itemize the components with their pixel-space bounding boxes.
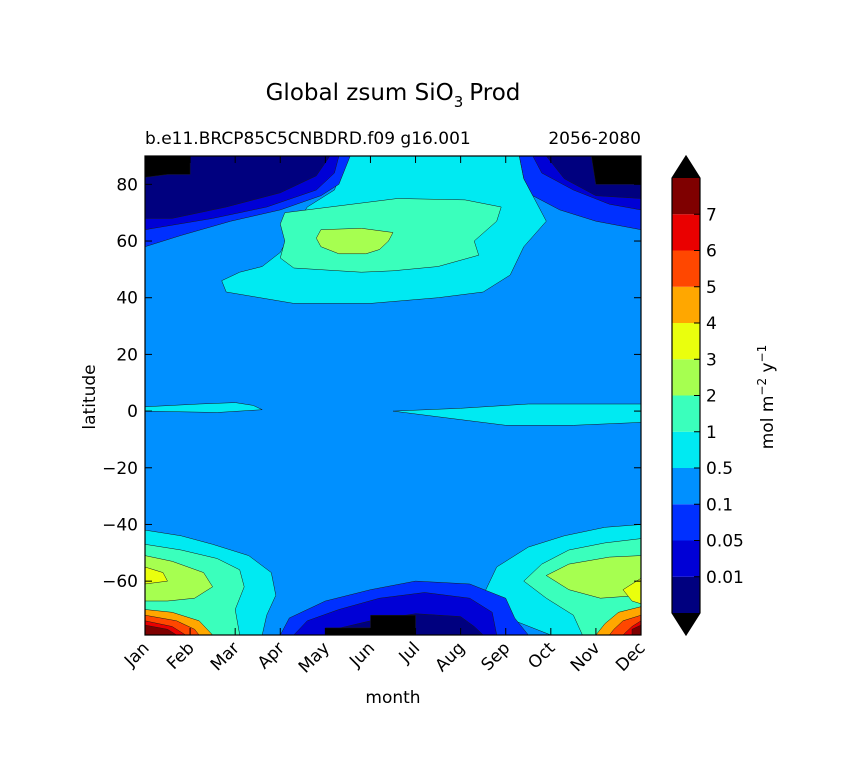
colorbar-swatch (672, 576, 700, 613)
contour-region-south-left-12 (145, 566, 168, 585)
colorbar-swatch (672, 395, 700, 432)
colorbar-tick-label: 6 (706, 242, 717, 262)
chart-title: Global zsum SiO3 Prod (266, 80, 521, 111)
colorbar-swatch (672, 214, 700, 251)
plot-frame (144, 155, 642, 636)
colorbar-tick-label: 0.01 (706, 568, 744, 588)
x-tick-label: Apr (254, 638, 289, 673)
y-tick-label: −20 (102, 459, 138, 479)
y-tick-label: 0 (127, 402, 138, 422)
colorbar-tick-label: 2 (706, 387, 717, 407)
contour-region-north-cap-26 (145, 156, 331, 219)
x-tick-label: Mar (207, 638, 244, 675)
colorbar-tick-label: 4 (706, 314, 717, 334)
colorbar-extend-max (672, 156, 700, 178)
colorbar-extend-min (672, 613, 700, 635)
y-tick-label: 40 (116, 289, 138, 309)
colorbar-tick-label: 7 (706, 205, 717, 225)
colorbar-swatch (672, 178, 700, 215)
contour-region-south-left-20 (145, 624, 177, 635)
colorbar-swatch (672, 359, 700, 396)
x-tick-label: Dec (612, 638, 649, 675)
y-axis: 80 60 40 20 0 −20 −40 −60 (102, 175, 641, 592)
colorbar-swatch (672, 431, 700, 468)
colorbar-tick-label: 0.05 (706, 532, 744, 552)
colorbar-swatch (672, 468, 700, 505)
colorbar-swatch (672, 286, 700, 323)
x-tick-label: Oct (524, 638, 559, 673)
chart-title-subscript: 3 (454, 93, 464, 111)
x-tick-label: Jan (120, 638, 153, 671)
chart-title-tail: Prod (469, 80, 520, 106)
colorbar-label-exp2: −1 (755, 345, 769, 363)
colorbar-tick-label: 3 (706, 350, 717, 370)
contour-region-south-cap-black-33 (325, 614, 416, 635)
x-tick-label: Jun (345, 638, 379, 672)
colorbar-swatch (672, 250, 700, 287)
colorbar-swatch (672, 504, 700, 541)
y-tick-label: −40 (102, 515, 138, 535)
chart-subtitle-right: 2056-2080 (548, 129, 641, 149)
contour-region-south-right-21 (631, 624, 641, 635)
colorbar-tick-label: 1 (706, 423, 717, 443)
y-axis-label: latitude (80, 364, 100, 429)
colorbar-tick-label: 5 (706, 278, 717, 298)
x-tick-label: Jul (395, 638, 424, 667)
colorbar: 0.01 0.05 0.1 0.5 1 2 3 4 5 6 7 (671, 154, 744, 637)
colorbar-outline (671, 154, 701, 637)
colorbar-label-main: mol m (758, 396, 778, 450)
colorbar-label-mid: y (758, 362, 778, 377)
contour-region-north-cap-black-right-29 (591, 156, 641, 185)
contour-region-south-right-13 (622, 578, 641, 605)
chart-subtitle-left: b.e11.BRCP85C5CNBDRD.f09 g16.001 (145, 129, 471, 149)
contour-region-north-3 (316, 228, 394, 255)
colorbar-label: mol m−2 y−1 (755, 345, 778, 450)
x-axis-label: month (365, 688, 420, 708)
y-tick-label: 60 (116, 232, 138, 252)
plot-area (145, 156, 641, 635)
x-tick-label: Sep (477, 638, 514, 675)
contour-region-north-cap-black-28 (145, 156, 191, 178)
colorbar-tick-label: 0.1 (706, 495, 733, 515)
contour-region-equator-right-5 (392, 403, 641, 426)
x-tick-label: Nov (567, 638, 605, 676)
y-tick-label: 20 (116, 345, 138, 365)
y-tick-label: 80 (116, 175, 138, 195)
x-tick-label: Aug (432, 638, 470, 676)
x-tick-label: May (295, 638, 334, 677)
chart-title-main: Global zsum SiO (266, 80, 454, 106)
x-tick-label: Feb (163, 638, 198, 673)
colorbar-label-exp1: −2 (755, 378, 769, 396)
contour-region-equator-left-4 (145, 402, 263, 413)
y-tick-label: −60 (102, 572, 138, 592)
colorbar-tick-label: 0.5 (706, 459, 733, 479)
contour-region-south-left-10 (145, 555, 213, 602)
colorbar-swatch (672, 323, 700, 360)
colorbar-swatch (672, 540, 700, 577)
